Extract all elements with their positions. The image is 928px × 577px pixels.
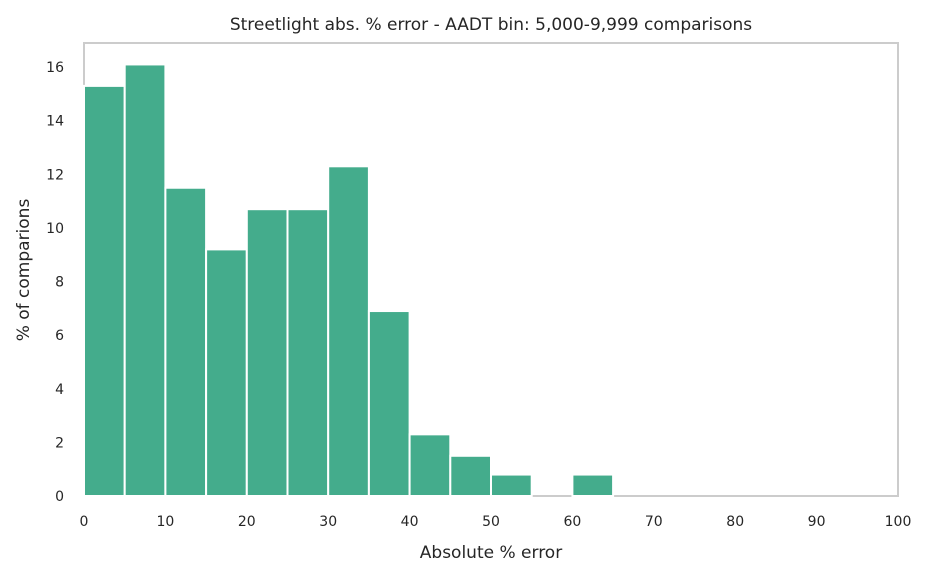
histogram-bar-5-10 [123,63,167,497]
x-tick-labels: 0 10 20 30 40 50 60 70 80 90 100 [80,514,912,530]
x-tick-label-40: 40 [401,514,419,530]
histogram-bar-40-45 [408,433,452,498]
chart-title: Streetlight abs. % error - AADT bin: 5,0… [230,15,752,35]
histogram-bar-15-20 [205,248,248,497]
x-tick-label-100: 100 [885,514,912,530]
x-tick-label-80: 80 [726,514,744,530]
x-tick-label-90: 90 [808,514,826,530]
histogram-bar-25-30 [286,208,330,497]
histogram-bar-45-50 [449,454,492,498]
y-tick-label-10: 10 [46,221,64,237]
x-tick-label-10: 10 [156,514,174,530]
x-tick-label-30: 30 [319,514,337,530]
y-tick-label-2: 2 [55,435,64,451]
y-tick-label-0: 0 [55,489,64,505]
histogram-bar-50-55 [490,473,533,497]
histogram-bar-0-5 [83,84,126,497]
y-tick-label-8: 8 [55,275,64,291]
y-tick-label-16: 16 [46,60,64,76]
x-tick-label-70: 70 [645,514,663,530]
y-tick-label-4: 4 [55,382,64,398]
y-axis-label: % of comparions [14,199,34,342]
y-tick-label-12: 12 [46,167,64,183]
y-tick-labels: 0 2 4 6 8 10 12 14 16 [46,60,64,505]
x-tick-label-20: 20 [238,514,256,530]
x-axis-label: Absolute % error [420,543,562,563]
y-tick-label-6: 6 [55,328,64,344]
histogram-bar-35-40 [367,310,411,497]
x-tick-label-60: 60 [563,514,581,530]
histogram-bar-20-25 [245,208,289,497]
histogram-bar-60-65 [571,473,615,497]
bars-group [83,63,615,498]
x-tick-label-0: 0 [80,514,89,530]
y-tick-label-14: 14 [46,114,64,130]
histogram-bar-30-35 [327,165,370,497]
x-tick-label-50: 50 [482,514,500,530]
histogram-bar-10-15 [164,186,208,497]
